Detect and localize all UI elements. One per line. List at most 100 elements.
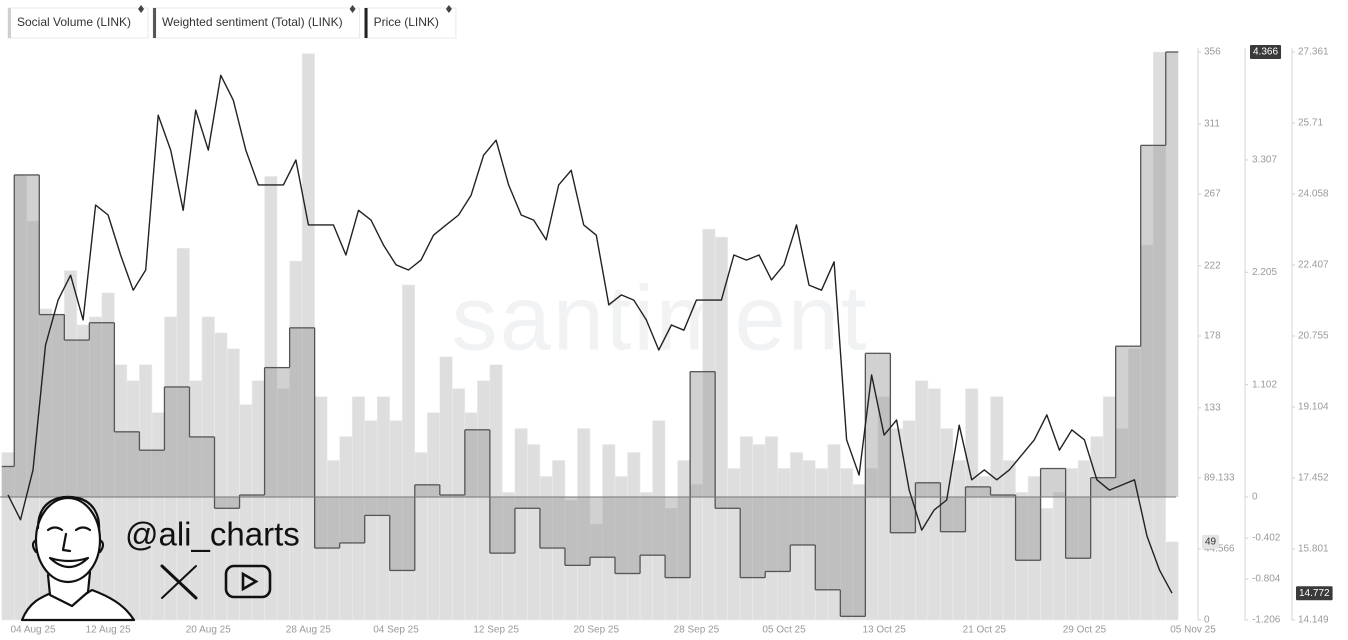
sentiment-area	[389, 497, 403, 571]
legend-box	[364, 7, 457, 39]
legend-sort-icon	[349, 5, 356, 13]
sentiment-area	[890, 497, 903, 533]
y-tick-label: 17.452	[1298, 473, 1329, 484]
sentiment-area	[602, 497, 616, 558]
sentiment-area	[277, 367, 290, 498]
sentiment-area	[164, 386, 177, 498]
sentiment-area	[176, 386, 190, 498]
x-tick-label: 05 Oct 25	[762, 625, 806, 636]
sentiment-area	[252, 495, 265, 498]
avatar	[20, 495, 136, 622]
current-value-badge	[1296, 586, 1333, 601]
sentiment-area	[940, 497, 953, 532]
volume-bar	[714, 236, 728, 621]
avatar-nose	[61, 532, 72, 553]
sentiment-area	[952, 497, 966, 532]
volume-bar	[927, 388, 941, 621]
sentiment-area	[740, 497, 753, 578]
volume-bar	[1165, 541, 1179, 621]
volume-bar	[1102, 396, 1116, 621]
youtube-frame	[224, 564, 272, 599]
x-icon-stroke	[161, 565, 197, 599]
sentiment-area	[915, 482, 928, 498]
y-tick-label: 267	[1204, 189, 1221, 200]
sentiment-area	[690, 371, 703, 498]
sentiment-area	[1003, 495, 1016, 498]
y-tick-label: 89.133	[1204, 472, 1235, 483]
avatar-hairline	[36, 495, 101, 532]
volume-bar	[727, 468, 741, 621]
volume-bar	[965, 388, 979, 621]
sentiment-area	[1078, 497, 1091, 559]
sentiment-area	[752, 497, 766, 578]
current-value-label: 4.366	[1253, 47, 1278, 58]
sentiment-area	[840, 497, 853, 617]
sentiment-area	[114, 431, 127, 498]
sentiment-area	[665, 497, 678, 578]
x-tick-label: 12 Sep 25	[473, 625, 519, 636]
avatar-smile	[48, 556, 90, 569]
sentiment-area	[502, 497, 515, 554]
sentiment-area	[402, 497, 415, 571]
author-badge: @ali_charts	[20, 495, 300, 622]
legend-sort-icon	[445, 5, 452, 13]
sentiment-area	[139, 450, 152, 498]
author-handle: @ali_charts	[125, 516, 300, 553]
sentiment-area	[590, 497, 603, 558]
y-tick-label: -0.402	[1252, 533, 1281, 544]
legend-label: Price (LINK)	[374, 15, 439, 29]
y-tick-label: 27.361	[1298, 47, 1329, 58]
sentiment-area	[577, 497, 590, 566]
x-tick-label: 12 Aug 25	[86, 625, 131, 636]
sentiment-area	[1140, 145, 1154, 498]
sentiment-area	[514, 497, 528, 509]
sentiment-area	[14, 174, 27, 498]
y-tick-label: 356	[1204, 47, 1221, 58]
volume-bar	[952, 460, 966, 621]
plot-area	[0, 51, 1179, 621]
sentiment-area	[765, 497, 778, 572]
volume-bar	[689, 484, 703, 621]
sentiment-area	[815, 497, 828, 590]
volume-bar	[977, 476, 991, 621]
sentiment-area	[677, 497, 691, 578]
sentiment-area	[990, 495, 1004, 498]
sentiment-area	[477, 429, 490, 498]
legend-item: Price (LINK)	[364, 5, 457, 39]
sentiment-area	[777, 497, 791, 572]
sentiment-area	[264, 367, 278, 498]
sentiment-area	[927, 482, 941, 498]
sentiment-area	[51, 314, 65, 498]
x-tick-label: 28 Aug 25	[286, 625, 331, 636]
youtube-icon	[224, 564, 272, 599]
volume-bar	[439, 356, 453, 621]
sentiment-area	[452, 495, 465, 498]
current-value-badge	[1250, 45, 1282, 59]
x-icon	[160, 564, 198, 600]
youtube-play	[241, 571, 259, 592]
volume-bar	[527, 444, 541, 621]
sentiment-area	[802, 497, 816, 545]
sentiment-area	[1115, 346, 1129, 498]
y-tick-label: 0	[1204, 615, 1210, 626]
y-tick-label: 1.102	[1252, 379, 1277, 390]
sentiment-area	[1015, 497, 1029, 561]
volume-bar	[452, 388, 466, 621]
sentiment-area	[902, 497, 916, 533]
y-tick-label: 14.149	[1298, 615, 1329, 626]
sentiment-area	[76, 340, 90, 498]
sentiment-area	[202, 436, 215, 498]
current-value-label: 14.772	[1299, 588, 1330, 599]
y-tick-label: 178	[1204, 331, 1221, 342]
sentiment-area	[790, 497, 803, 545]
volume-bar	[1002, 460, 1016, 621]
sentiment-area	[564, 497, 578, 566]
sentiment-area	[464, 429, 478, 498]
sentiment-area	[289, 327, 303, 498]
sentiment-area	[539, 497, 553, 549]
y-tick-label: 15.801	[1298, 544, 1329, 555]
sentiment-area	[1153, 145, 1166, 498]
sentiment-area	[652, 497, 666, 556]
sentiment-area	[1128, 346, 1141, 498]
